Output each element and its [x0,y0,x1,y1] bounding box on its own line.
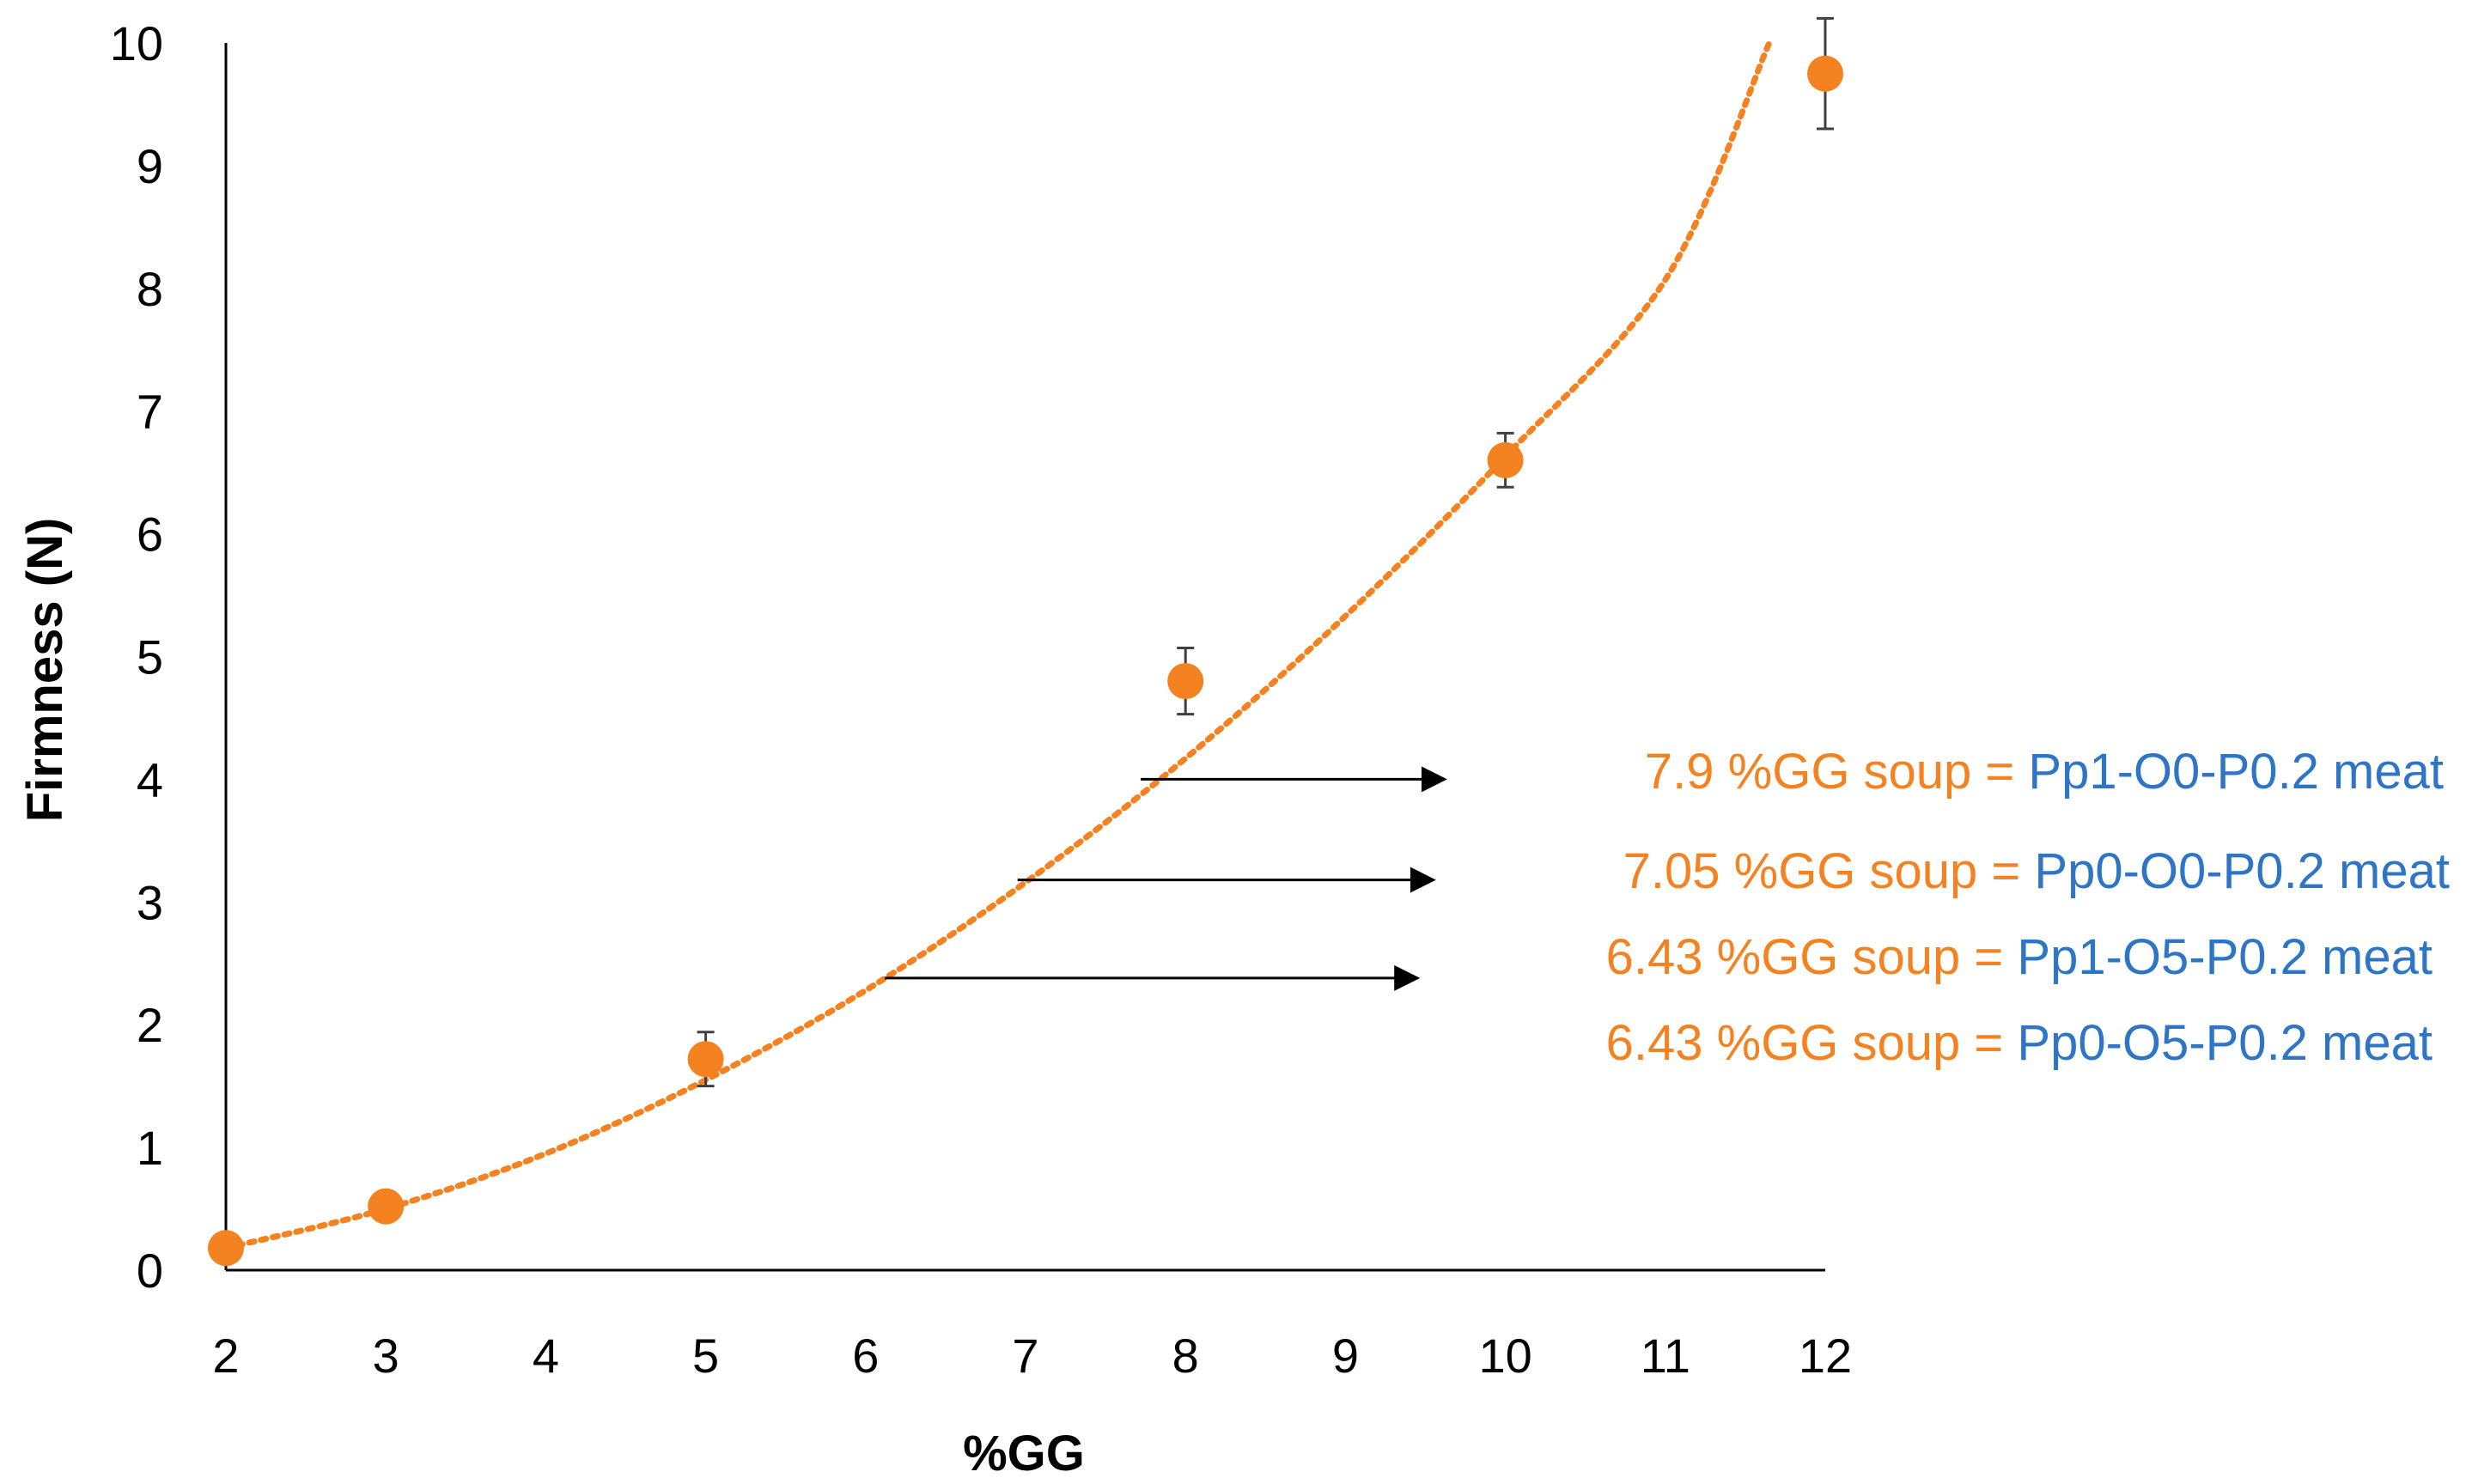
x-tick-label: 7 [1012,1329,1038,1383]
y-tick-label: 6 [137,508,163,562]
annotation-2: 7.05 %GG soup = Pp0-O0-P0.2 meat [1623,843,2450,899]
data-point [208,1230,244,1267]
points-layer [208,55,1843,1267]
data-point [368,1188,405,1225]
y-tick-label: 8 [137,262,163,316]
x-tick-label: 5 [692,1329,719,1383]
y-tick-label: 1 [137,1121,163,1175]
x-tick-label: 11 [1641,1329,1690,1383]
x-tick-labels: 2 3 4 5 6 7 8 9 10 11 12 [212,1329,1852,1383]
annotation-3-meat: Pp1-O5-P0.2 meat [2017,929,2433,985]
x-tick-label: 10 [1478,1329,1531,1383]
y-tick-label: 5 [137,630,163,684]
y-tick-label: 4 [137,752,163,806]
y-tick-label: 9 [137,139,163,193]
x-tick-label: 2 [212,1329,239,1383]
annotation-4: 6.43 %GG soup = Pp0-O5-P0.2 meat [1606,1015,2433,1071]
trendline-layer [222,40,1773,1251]
y-tick-label: 10 [110,16,163,70]
data-point [1807,55,1843,92]
y-tick-label: 2 [137,998,163,1052]
data-point [687,1041,724,1078]
arrows-layer [885,766,1447,991]
y-tick-label: 3 [137,875,163,929]
annotation-2-soup: 7.05 %GG soup = [1623,843,2035,899]
x-axis-title: %GG [963,1426,1085,1481]
x-tick-label: 8 [1172,1329,1199,1383]
y-axis-title: Firmness (N) [17,518,73,823]
annotation-1-soup: 7.9 %GG soup = [1645,744,2029,800]
data-point [1167,663,1204,700]
annotation-4-meat: Pp0-O5-P0.2 meat [2017,1015,2433,1071]
y-tick-label: 0 [137,1244,163,1298]
annotation-2-meat: Pp0-O0-P0.2 meat [2034,843,2450,899]
x-tick-label: 12 [1799,1329,1852,1383]
data-point [1487,441,1524,478]
annotation-1: 7.9 %GG soup = Pp1-O0-P0.2 meat [1645,744,2444,800]
x-tick-label: 4 [533,1329,559,1383]
annotation-3: 6.43 %GG soup = Pp1-O5-P0.2 meat [1606,929,2433,985]
x-tick-label: 3 [373,1329,399,1383]
annotation-3-soup: 6.43 %GG soup = [1606,929,2018,985]
errorbars-layer [697,16,1834,1088]
x-tick-label: 6 [852,1329,879,1383]
x-tick-label: 9 [1332,1329,1359,1383]
annotation-1-meat: Pp1-O0-P0.2 meat [2028,744,2444,800]
trendline [222,40,1773,1251]
annotation-4-soup: 6.43 %GG soup = [1606,1015,2018,1071]
y-tick-label: 7 [137,385,163,439]
y-tick-labels: 0 1 2 3 4 5 6 7 8 9 10 [110,16,163,1298]
